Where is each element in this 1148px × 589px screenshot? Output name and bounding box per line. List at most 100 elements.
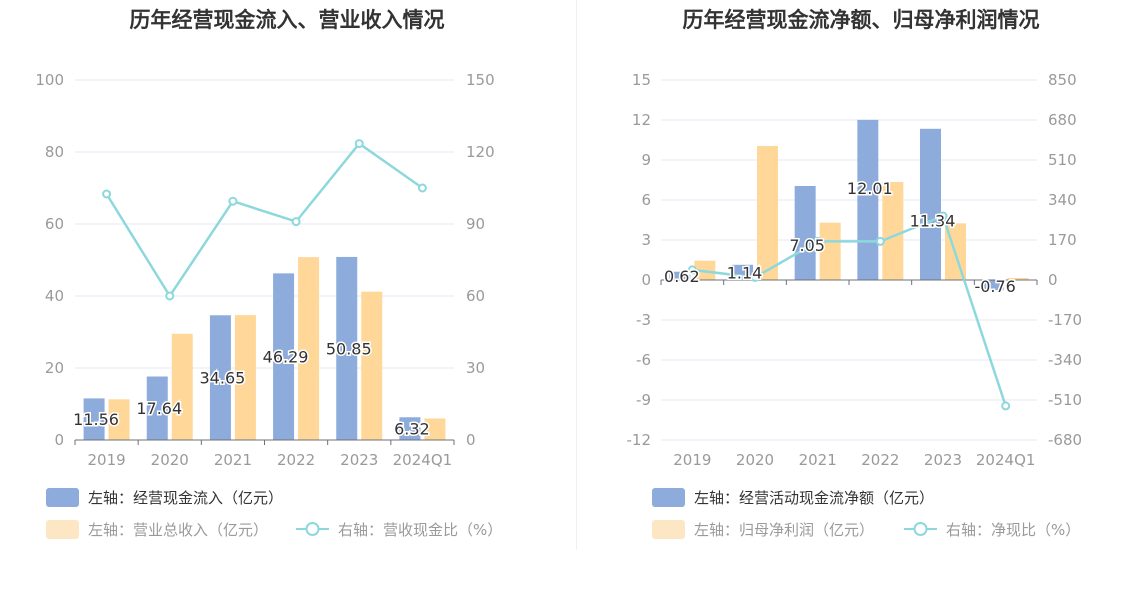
- bar-data-label: 46.29: [263, 348, 309, 367]
- y-left-tick-label: 40: [45, 287, 64, 305]
- y-right-tick-label: -680: [1048, 431, 1082, 449]
- left-chart-legend: 左轴：经营现金流入（亿元） 左轴：营业总收入（亿元） 右轴：营收现金比（%）: [0, 480, 574, 570]
- y-left-tick-label: 0: [641, 271, 651, 289]
- y-left-tick-label: 3: [641, 231, 651, 249]
- line-point: [813, 236, 823, 246]
- bar-blue: [399, 417, 421, 440]
- left-chart-panel: 历年经营现金流入、营业收入情况 0 20 40 60 80 100 0 30 60 90 120 15…: [0, 8, 574, 570]
- x-category-label: 2024Q1: [393, 451, 453, 469]
- y-right-tick-label: 0: [1048, 271, 1058, 289]
- y-right-tick-label: 680: [1048, 111, 1077, 129]
- line-point: [875, 236, 885, 246]
- y-left-tick-label: 6: [641, 191, 651, 209]
- y-left-tick-label: 15: [632, 71, 651, 89]
- y-right-tick-label: -170: [1048, 311, 1082, 329]
- bar-orange: [424, 418, 446, 440]
- panel-divider: [576, 0, 577, 550]
- line-point: [1001, 401, 1011, 411]
- y-left-tick-label: -6: [636, 351, 651, 369]
- y-left-tick-label: 20: [45, 359, 64, 377]
- bar-data-label: 12.01: [847, 179, 893, 198]
- bar-orange: [819, 222, 841, 280]
- y-right-tick-label: 0: [466, 431, 476, 449]
- x-category-label: 2023: [924, 451, 962, 469]
- y-left-tick-label: -9: [636, 391, 651, 409]
- y-right-tick-label: 150: [466, 71, 495, 89]
- y-right-tick-label: 850: [1048, 71, 1077, 89]
- y-right-tick-label: 340: [1048, 191, 1077, 209]
- legend-item-cash-ratio[interactable]: 右轴：营收现金比（%）: [296, 517, 502, 541]
- y-right-tick-label: -340: [1048, 351, 1082, 369]
- bar-data-label: 1.14: [727, 263, 763, 282]
- legend-item-net-cash-flow[interactable]: 左轴：经营活动现金流净额（亿元）: [652, 485, 934, 509]
- legend-label: 右轴：营收现金比（%）: [338, 520, 503, 539]
- y-left-tick-label: 60: [45, 215, 64, 233]
- legend-item-cash-inflow[interactable]: 左轴：经营现金流入（亿元）: [46, 485, 283, 509]
- y-right-tick-label: 170: [1048, 231, 1077, 249]
- line-point: [938, 211, 948, 221]
- bar-blue: [273, 273, 295, 440]
- bar-blue: [920, 128, 941, 280]
- bar-blue: [209, 315, 231, 440]
- y-left-tick-label: 0: [54, 431, 64, 449]
- bar-blue: [146, 376, 168, 440]
- x-category-label: 2022: [861, 451, 899, 469]
- bar-orange: [108, 399, 130, 440]
- right-chart-panel: 历年经营现金流净额、归母净利润情况 -12 -9 -6 -3 0 3 6 9 12 15 -680-…: [574, 0, 1148, 589]
- x-category-label: 2022: [277, 451, 315, 469]
- bar-data-label: 11.34: [910, 211, 956, 230]
- blue-bar-swatch-icon: [652, 487, 685, 507]
- x-category-label: 2019: [87, 451, 125, 469]
- right-chart-plot: -12 -9 -6 -3 0 3 6 9 12 15 -680 -510 -340 -170 0 170 340…: [627, 71, 1083, 469]
- bar-blue: [669, 271, 691, 280]
- line-series: [105, 141, 424, 299]
- legend-label: 左轴：归母净利润（亿元）: [694, 520, 875, 539]
- bar-orange: [171, 333, 193, 440]
- y-left-tick-label: 9: [641, 151, 651, 169]
- x-category-label: 2019: [673, 451, 711, 469]
- blue-bar-swatch-icon: [46, 487, 79, 507]
- bar-blue: [794, 186, 816, 280]
- legend-item-revenue[interactable]: 左轴：营业总收入（亿元）: [46, 517, 268, 541]
- x-category-label: 2024Q1: [976, 451, 1036, 469]
- bar-data-label: 17.64: [136, 399, 182, 418]
- bar-blue: [336, 256, 358, 440]
- line-circle-icon: [904, 522, 937, 536]
- bar-data-label: 0.62: [664, 267, 700, 286]
- line-point: [687, 265, 697, 275]
- bar-orange: [1007, 278, 1029, 280]
- x-category-label: 2023: [340, 451, 378, 469]
- y-right-tick-label: -510: [1048, 391, 1082, 409]
- bar-orange: [361, 291, 383, 440]
- orange-bar-swatch-icon: [652, 519, 685, 539]
- legend-item-net-profit[interactable]: 左轴：归母净利润（亿元）: [652, 517, 874, 541]
- bar-data-label: 50.85: [326, 339, 372, 358]
- bar-data-label: 7.05: [789, 236, 825, 255]
- line-circle-icon: [296, 522, 329, 536]
- bar-data-label: 34.65: [200, 369, 246, 388]
- right-chart-legend: 左轴：经营活动现金流净额（亿元） 左轴：归母净利润（亿元） 右轴：净现比（%）: [574, 480, 1148, 570]
- bar-blue: [982, 280, 1004, 291]
- line-point: [102, 189, 112, 199]
- y-right-tick-label: 30: [466, 359, 485, 377]
- y-right-tick-label: 510: [1048, 151, 1077, 169]
- line-point: [417, 183, 427, 193]
- line-point: [750, 272, 760, 282]
- left-chart-plot: 0 20 40 60 80 100 0 30 60 90 120 150 2019 2020 2021 202…: [35, 71, 495, 469]
- right-chart-title: 历年经营现金流净额、归母净利润情况: [682, 8, 1040, 32]
- line-point: [354, 139, 364, 149]
- bar-data-label: -0.76: [974, 277, 1015, 296]
- bar-orange: [234, 315, 256, 440]
- y-right-tick-label: 60: [466, 287, 485, 305]
- bar-orange: [882, 182, 904, 280]
- bar-orange: [757, 146, 778, 280]
- line-point: [165, 291, 175, 301]
- x-category-label: 2021: [214, 451, 252, 469]
- bar-blue: [857, 119, 879, 280]
- bar-data-label: 6.32: [394, 420, 430, 439]
- legend-item-net-cash-ratio[interactable]: 右轴：净现比（%）: [904, 517, 1080, 541]
- bar-blue: [83, 398, 105, 440]
- legend-label: 左轴：经营活动现金流净额（亿元）: [694, 488, 935, 507]
- line-point: [291, 217, 301, 227]
- y-left-tick-label: -12: [627, 431, 652, 449]
